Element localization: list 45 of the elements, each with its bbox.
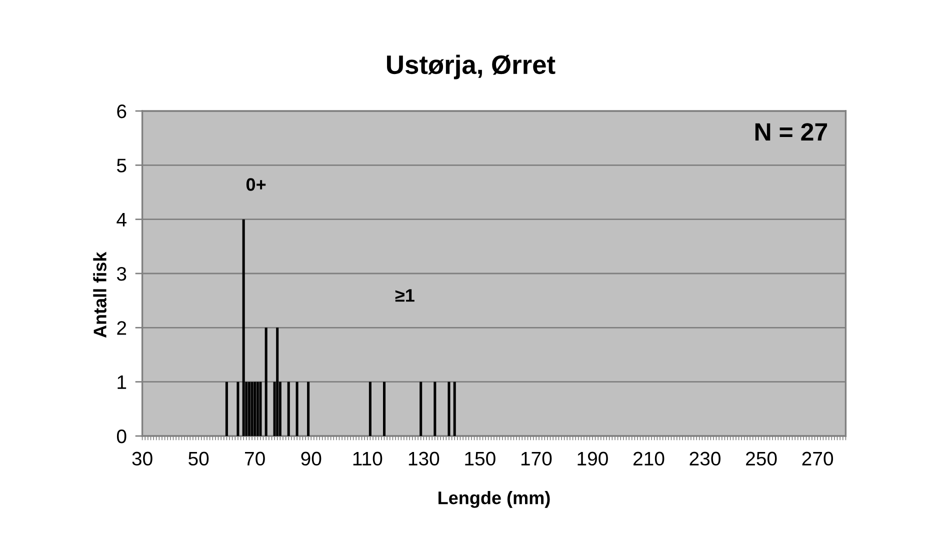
bar: [256, 382, 259, 436]
bar: [453, 382, 456, 436]
x-tick-label: 130: [408, 452, 440, 466]
y-tick-label: 5: [116, 158, 126, 172]
bar: [434, 382, 436, 436]
y-tick-label: 1: [118, 376, 126, 389]
bar: [248, 382, 250, 436]
y-tick-label: 0: [116, 429, 126, 444]
bar: [368, 382, 372, 436]
y-tick-label: 2: [117, 321, 126, 335]
x-tick-label: 210: [634, 452, 664, 466]
x-tick-label: 150: [465, 452, 496, 466]
bar: [296, 382, 298, 436]
bar: [448, 382, 450, 436]
bar: [420, 382, 422, 436]
x-tick-label: 250: [746, 452, 777, 466]
y-tick-label: 6: [117, 104, 126, 118]
x-tick-label: 190: [578, 452, 608, 466]
x-axis-title: Lengde (mm): [438, 491, 550, 508]
y-tick-label: 4: [116, 213, 126, 226]
x-tick-label: 270: [802, 452, 834, 466]
x-tick-label: 30: [132, 452, 152, 466]
y-axis-title: Antall fisk: [93, 252, 106, 338]
bar: [307, 382, 310, 436]
bar: [383, 382, 386, 436]
y-tick-label: 3: [116, 266, 126, 281]
bar: [236, 382, 240, 436]
bar: [242, 219, 245, 436]
bar: [225, 382, 228, 436]
bar: [276, 328, 279, 436]
chart-title: Ustørja, Ørret: [387, 54, 556, 80]
bar: [264, 328, 268, 436]
x-tick-label: 50: [188, 452, 209, 466]
bar: [250, 382, 254, 436]
annotation: 0+: [246, 178, 266, 191]
bar: [254, 382, 256, 436]
x-tick-label: 170: [521, 452, 552, 466]
annotation: ≥1: [395, 289, 414, 302]
x-tick-label: 110: [353, 452, 382, 466]
x-tick-label: 70: [245, 452, 265, 466]
x-tick-label: 230: [690, 452, 720, 466]
annotation: N = 27: [755, 123, 828, 141]
bar: [259, 382, 262, 436]
bar: [287, 382, 290, 436]
x-tick-label: 90: [301, 452, 322, 466]
